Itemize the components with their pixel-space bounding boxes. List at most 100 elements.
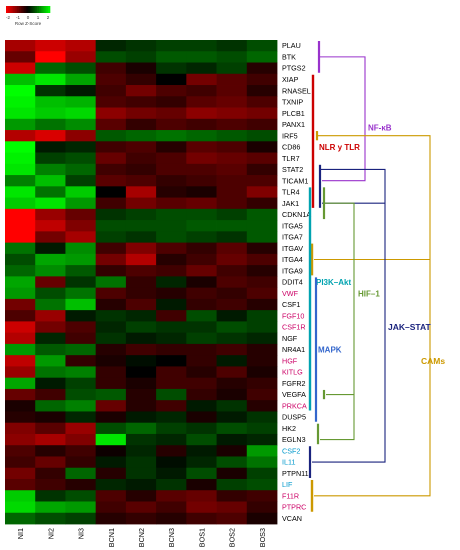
heatmap-cell [95, 310, 127, 322]
pathway-connector [320, 202, 355, 441]
heatmap-cell [125, 231, 157, 244]
heatmap-cell [216, 73, 248, 86]
heatmap-cell [156, 287, 187, 300]
heatmap-cell [216, 62, 248, 75]
heatmap-cell [35, 197, 66, 210]
heatmap-cell [95, 118, 127, 131]
heatmap-cell [186, 445, 217, 457]
heatmap-cell [35, 62, 66, 75]
heatmap-cell [65, 62, 97, 75]
heatmap-cell [216, 512, 248, 525]
heatmap-cell [186, 231, 217, 244]
color-key-swatch [31, 6, 34, 13]
gene-label: STAT2 [282, 165, 303, 174]
gene-label: PRKCA [282, 401, 307, 410]
heatmap-cell [35, 85, 66, 97]
heatmap-cell [246, 186, 278, 198]
heatmap-cell [65, 51, 97, 63]
sample-labels: NI1 NI2 NI3 BCN1 BCN2 BCN3 BOS1 BOS2 BOS3 [16, 528, 267, 547]
heatmap-cell [5, 40, 36, 52]
gene-label: ITGA4 [282, 255, 303, 264]
heatmap-cell [65, 490, 97, 502]
heatmap-cell [186, 478, 217, 491]
heatmap-cell [246, 501, 278, 514]
color-key-swatch [17, 6, 20, 13]
heatmap-cell [216, 265, 248, 277]
heatmap-cell [95, 276, 127, 289]
gene-label: TXNIP [282, 98, 303, 107]
heatmap-cell [65, 456, 97, 469]
heatmap-cell [156, 276, 187, 289]
heatmap-cell [156, 422, 187, 435]
heatmap-cell [95, 512, 127, 525]
heatmap-cell [5, 321, 36, 334]
heatmap-cell [186, 130, 217, 142]
heatmap-cell [95, 445, 127, 457]
heatmap-cell [65, 265, 97, 277]
heatmap-cell [5, 242, 36, 255]
heatmap-cell [5, 96, 36, 108]
heatmap-cell [186, 163, 217, 176]
heatmap-cell [246, 411, 278, 424]
heatmap-cell [186, 355, 217, 367]
heatmap-cell [246, 73, 278, 86]
heatmap-cell [125, 96, 157, 108]
heatmap-cell [125, 490, 157, 502]
heatmap-cell [216, 321, 248, 334]
heatmap-cell [35, 445, 66, 457]
heatmap-cell [125, 287, 157, 300]
heatmap-cell [35, 276, 66, 289]
heatmap-cell [95, 411, 127, 424]
heatmap-cell [95, 366, 127, 379]
heatmap-cell [156, 242, 187, 255]
gene-label: F11R [282, 491, 299, 500]
heatmap-cell [156, 400, 187, 412]
gene-label: CSF2 [282, 446, 300, 455]
heatmap-cell [186, 141, 217, 153]
heatmap-cell [156, 490, 187, 502]
sample-label: BOS1 [197, 528, 206, 547]
heatmap-cell [216, 107, 248, 120]
heatmap-cell [156, 355, 187, 367]
heatmap-cell [216, 51, 248, 63]
heatmap-cell [156, 366, 187, 379]
heatmap-cell [156, 433, 187, 446]
gene-label: NR4A1 [282, 345, 305, 354]
heatmap-cell [65, 377, 97, 390]
heatmap-cell [246, 490, 278, 502]
heatmap-cell [5, 478, 36, 491]
heatmap-cell [125, 175, 157, 187]
heatmap-cell [246, 445, 278, 457]
color-key-swatch [15, 6, 18, 13]
heatmap-cell [156, 163, 187, 176]
sample-label: BOS2 [228, 528, 237, 547]
heatmap-cell [216, 276, 248, 289]
heatmap-cell [95, 231, 127, 244]
heatmap-cell [246, 433, 278, 446]
heatmap-cell [65, 433, 97, 446]
heatmap-cell [246, 298, 278, 311]
heatmap-cell [156, 321, 187, 334]
heatmap-cell [186, 276, 217, 289]
heatmap-cell [95, 73, 127, 86]
heatmap-cell [186, 40, 217, 52]
heatmap-cell [246, 265, 278, 277]
heatmap-cell [246, 400, 278, 412]
color-key-swatch [22, 6, 25, 13]
heatmap-cell [35, 388, 66, 401]
heatmap-cell [95, 96, 127, 108]
heatmap-cell [95, 501, 127, 514]
gene-label: VEGFA [282, 390, 306, 399]
color-key-swatch [9, 6, 12, 13]
heatmap-cell [156, 231, 187, 244]
heatmap-cell [125, 343, 157, 356]
heatmap-cell [186, 467, 217, 480]
heatmap-cell [65, 220, 97, 232]
heatmap-cell [186, 242, 217, 255]
heatmap-cell [5, 130, 36, 142]
heatmap-cell [5, 422, 36, 435]
heatmap-cell [35, 141, 66, 153]
heatmap-cell [125, 40, 157, 52]
gene-label: FGF10 [282, 311, 304, 320]
pathway-connector [319, 56, 366, 182]
